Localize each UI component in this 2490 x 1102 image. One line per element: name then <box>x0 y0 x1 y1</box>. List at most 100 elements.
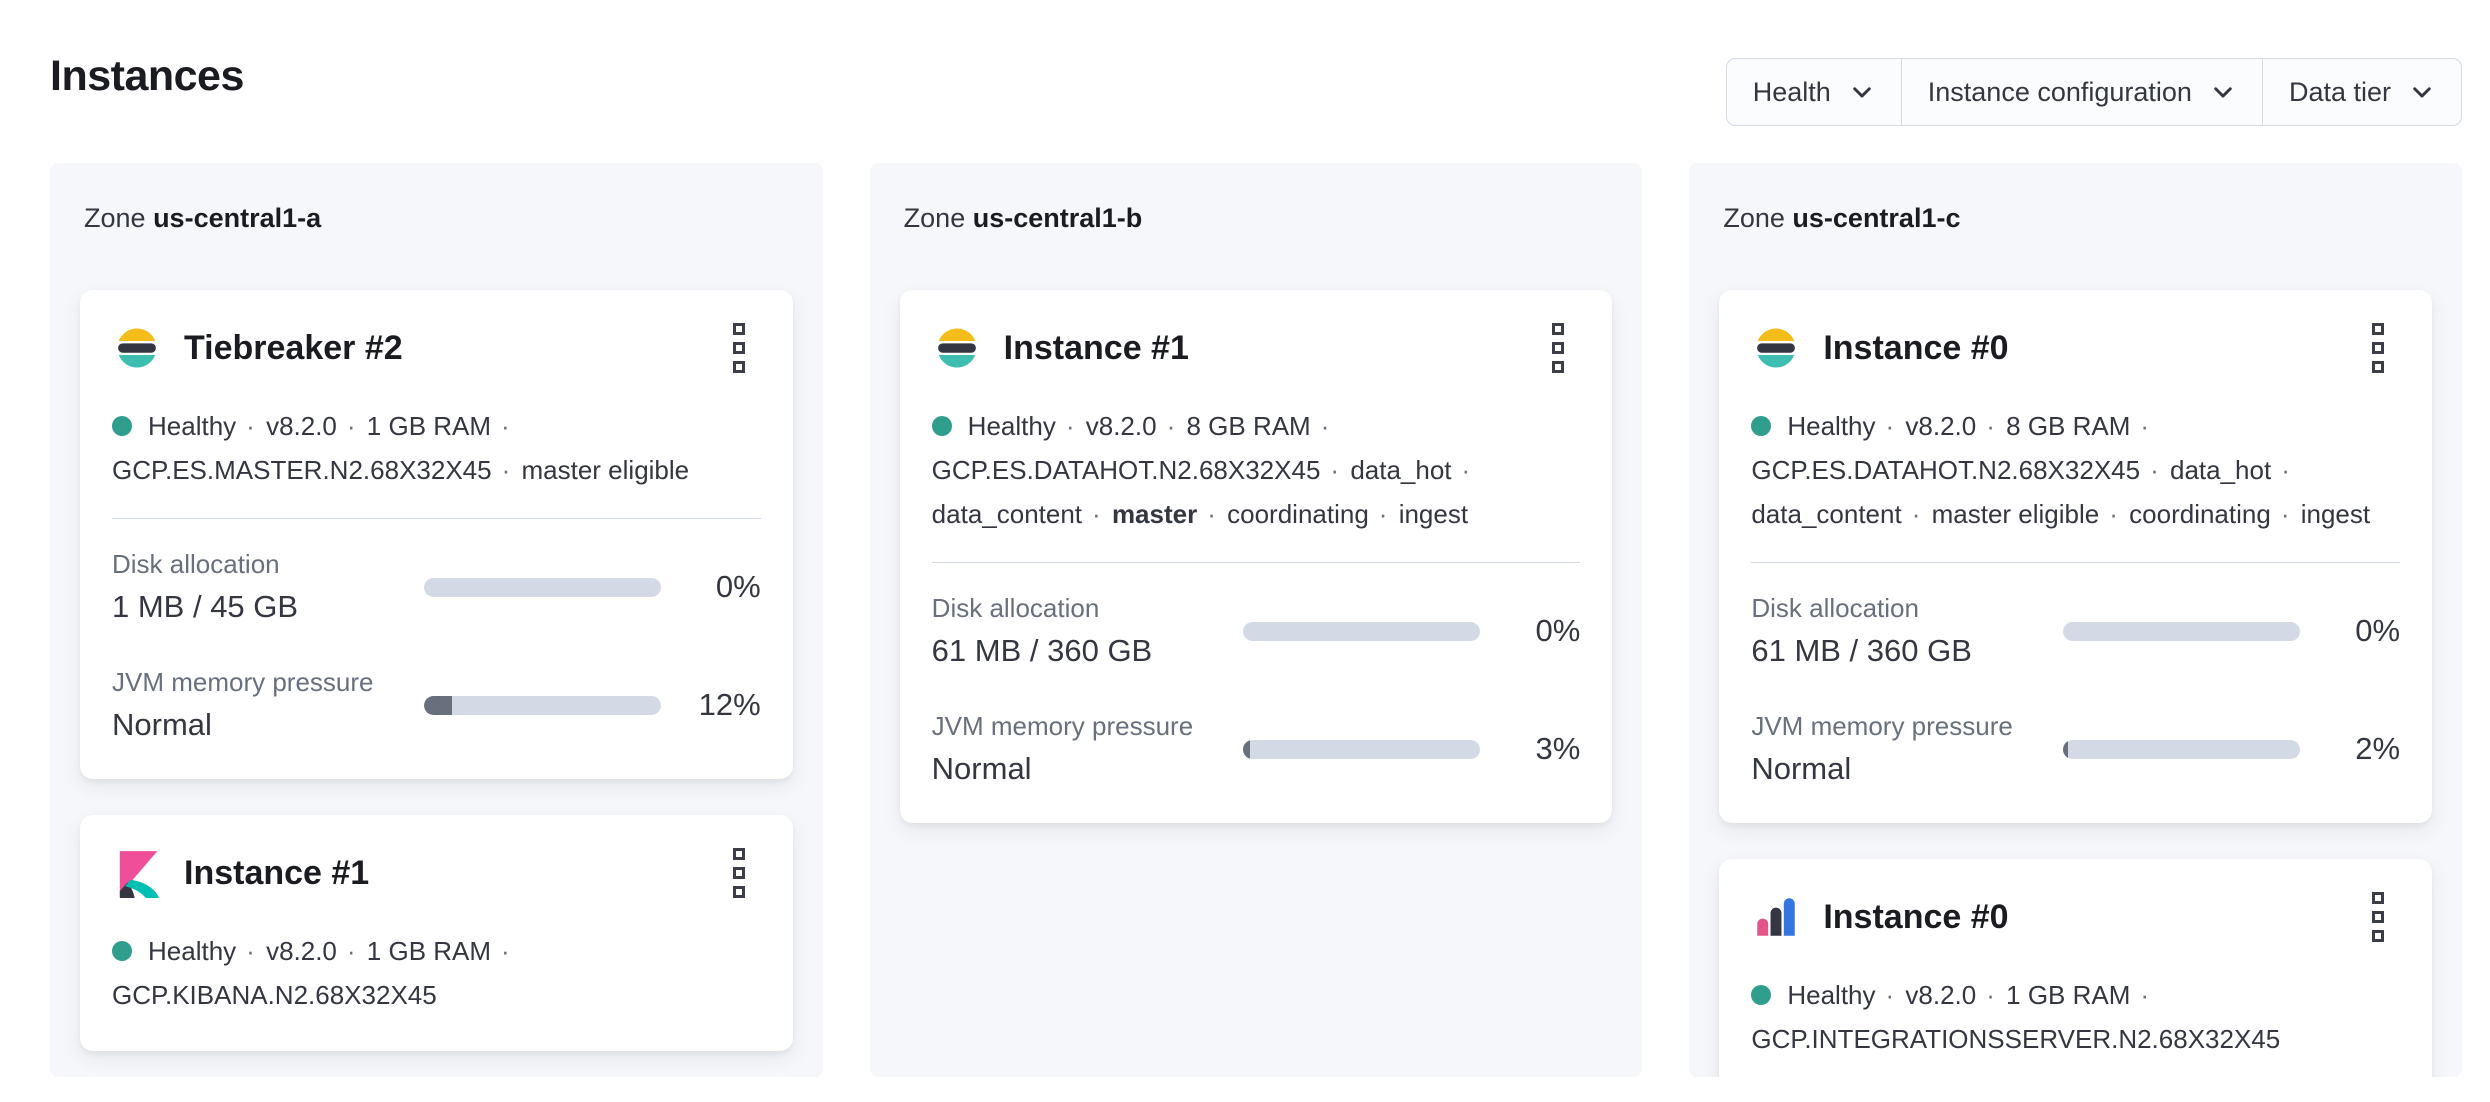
meta-separator: · <box>1911 499 1921 529</box>
meta-text: v8.2.0 <box>1905 980 1977 1010</box>
metric-label: JVM memory pressure <box>1751 711 2013 741</box>
meta-text: v8.2.0 <box>1085 411 1157 441</box>
filter-label: Health <box>1752 76 1831 107</box>
meta-text: 8 GB RAM <box>1186 411 1311 441</box>
meta-segment: v8.2.0 · <box>1905 980 1999 1010</box>
meta-text: v8.2.0 <box>266 936 337 966</box>
meta-segment: data_content · <box>932 499 1105 529</box>
metric-value: 61 MB / 360 GB <box>1751 633 1972 668</box>
meta-text: 8 GB RAM <box>2006 411 2131 441</box>
progress-bar-fill <box>423 695 453 715</box>
meta-text: GCP.KIBANA.N2.68X32X45 <box>112 980 437 1010</box>
meta-segment: Healthy · <box>1787 411 1898 441</box>
meta-segment: data_hot · <box>2170 455 2294 485</box>
metric-value: 1 MB / 45 GB <box>112 589 299 624</box>
filter-button-instance-configuration[interactable]: Instance configuration <box>1900 59 2262 125</box>
meta-separator: · <box>1166 411 1176 441</box>
boxes-vertical-icon <box>732 848 745 898</box>
instance-title: Instance #1 <box>1003 328 1189 367</box>
instance-title: Instance #1 <box>184 853 370 892</box>
filter-button-health[interactable]: Health <box>1727 59 1901 125</box>
meta-separator: · <box>2150 455 2159 485</box>
metric-label: JVM memory pressure <box>931 711 1194 741</box>
meta-text: GCP.ES.DATAHOT.N2.68X32X45 <box>1751 455 2141 485</box>
meta-segment: GCP.ES.DATAHOT.N2.68X32X45 · <box>932 455 1343 485</box>
meta-separator: · <box>1320 411 1330 441</box>
metric-label: Disk allocation <box>931 593 1100 623</box>
card-header: Instance #0 <box>1751 320 2400 376</box>
health-dot-icon <box>112 941 132 961</box>
meta-text: v8.2.0 <box>266 411 337 441</box>
meta-segment: v8.2.0 · <box>1905 411 1999 441</box>
zone-label-prefix: Zone <box>84 203 146 233</box>
meta-segment: v8.2.0 · <box>1086 411 1180 441</box>
meta-segment: Healthy · <box>148 936 259 966</box>
meta-separator: · <box>501 936 510 966</box>
instance-card: Instance #1 Healthy · v8.2.0 · 1 GB RAM · GC… <box>80 815 793 1051</box>
filter-label: Data tier <box>2288 76 2391 107</box>
meta-separator: · <box>246 936 255 966</box>
meta-text: Healthy <box>1787 980 1876 1010</box>
instance-title: Tiebreaker #2 <box>184 328 403 367</box>
instance-menu-button[interactable] <box>2356 320 2400 376</box>
filter-button-data-tier[interactable]: Data tier <box>2261 59 2461 125</box>
instance-menu-button[interactable] <box>717 320 761 376</box>
filter-group: Health Instance configuration Data tier <box>1725 58 2462 126</box>
zone-label-prefix: Zone <box>1723 203 1785 233</box>
integrations-server-icon <box>1751 892 1801 942</box>
zone-label-prefix: Zone <box>903 203 966 233</box>
meta-text: Healthy <box>967 411 1056 441</box>
meta-separator: · <box>501 411 510 441</box>
meta-segment: data_hot · <box>1350 455 1474 485</box>
metric-label: Disk allocation <box>112 549 280 579</box>
metric-text: JVM memory pressure Normal <box>1751 709 2043 789</box>
metrics-section: Disk allocation 61 MB / 360 GB 0% JVM memor… <box>1751 562 2401 789</box>
meta-separator: · <box>1885 411 1895 441</box>
meta-text: Healthy <box>148 411 237 441</box>
meta-segment: Healthy · <box>148 411 259 441</box>
zone-name: us-central1-b <box>972 203 1143 233</box>
instance-card: Instance #0 Healthy · v8.2.0 · 8 GB RAM · GC… <box>1719 290 2433 823</box>
meta-text: GCP.ES.DATAHOT.N2.68X32X45 <box>931 455 1321 485</box>
filter-label: Instance configuration <box>1927 76 2192 107</box>
meta-segment: master eligible · <box>1932 499 2122 529</box>
chevron-down-icon <box>2210 79 2236 105</box>
meta-segment: 1 GB RAM · <box>367 936 514 966</box>
metric-row: JVM memory pressure Normal 12% <box>112 665 761 745</box>
elasticsearch-icon <box>932 323 982 373</box>
zones-container: Zone us-central1-a Tiebreaker #2 Healthy · … <box>0 163 2490 1077</box>
meta-text: 1 GB RAM <box>366 936 492 966</box>
meta-separator: · <box>1330 455 1340 485</box>
instance-menu-button[interactable] <box>717 845 761 901</box>
instance-meta: Healthy · v8.2.0 · 8 GB RAM · GCP.ES.DATAHO… <box>931 404 1581 536</box>
meta-segment: coordinating · <box>1227 499 1391 529</box>
meta-segment: 8 GB RAM · <box>1186 411 1333 441</box>
meta-segment: Healthy · <box>1787 980 1898 1010</box>
zone-name: us-central1-c <box>1792 203 1961 233</box>
progress-bar-fill <box>1243 739 1251 759</box>
meta-segment: 1 GB RAM · <box>2006 980 2153 1010</box>
meta-segment: v8.2.0 · <box>266 936 360 966</box>
instance-card: Instance #1 Healthy · v8.2.0 · 8 GB RAM · GC… <box>899 290 1613 823</box>
meta-separator: · <box>2140 980 2150 1010</box>
boxes-vertical-icon <box>1552 323 1565 373</box>
meta-text: coordinating <box>1227 499 1369 529</box>
meta-separator: · <box>346 411 356 441</box>
meta-segment: Healthy · <box>968 411 1079 441</box>
meta-segment: GCP.INTEGRATIONSSERVER.N2.68X32X45 <box>1751 1024 2280 1054</box>
instance-menu-button[interactable] <box>1536 320 1580 376</box>
meta-separator: · <box>501 455 511 485</box>
metric-row: JVM memory pressure Normal 2% <box>1751 709 2400 789</box>
meta-separator: · <box>1986 980 1995 1010</box>
zone-label: Zone us-central1-a <box>84 203 793 234</box>
zone-label: Zone us-central1-b <box>904 203 1613 234</box>
metric-label: JVM memory pressure <box>112 667 374 697</box>
instance-menu-button[interactable] <box>2356 889 2400 945</box>
progress-bar <box>2063 739 2301 759</box>
zone-label: Zone us-central1-c <box>1723 203 2432 234</box>
meta-separator: · <box>1885 980 1895 1010</box>
meta-separator: · <box>1461 455 1471 485</box>
elasticsearch-icon <box>1751 323 1801 373</box>
meta-separator: · <box>1207 499 1216 529</box>
meta-separator: · <box>2109 499 2118 529</box>
